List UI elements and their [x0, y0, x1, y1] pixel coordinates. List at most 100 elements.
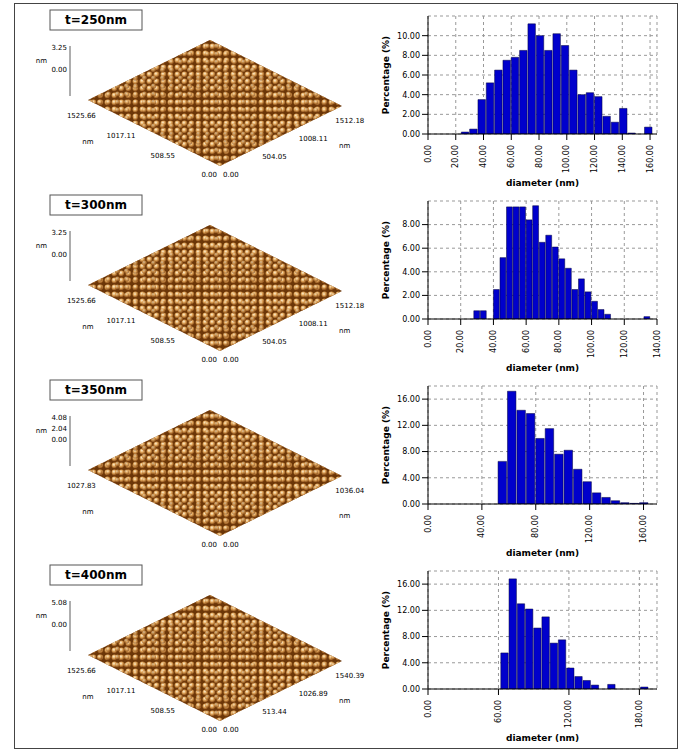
svg-text:0.00: 0.00 — [201, 356, 217, 364]
svg-text:0.00: 0.00 — [223, 726, 239, 734]
svg-text:0.00: 0.00 — [424, 700, 433, 718]
svg-text:nm: nm — [82, 508, 93, 516]
svg-text:1026.89: 1026.89 — [299, 690, 328, 698]
svg-text:120.00: 120.00 — [564, 700, 573, 728]
svg-text:513.44: 513.44 — [262, 708, 287, 716]
svg-text:40.00: 40.00 — [479, 145, 488, 168]
svg-text:t=250nm: t=250nm — [65, 13, 127, 27]
svg-text:4.00: 4.00 — [402, 474, 420, 483]
svg-text:160.00: 160.00 — [639, 515, 648, 543]
svg-text:80.00: 80.00 — [554, 330, 563, 353]
svg-text:2.00: 2.00 — [402, 110, 420, 119]
svg-text:nm: nm — [339, 327, 350, 335]
svg-text:nm: nm — [36, 427, 47, 435]
svg-text:4.00: 4.00 — [402, 268, 420, 277]
svg-text:0.00: 0.00 — [424, 145, 433, 163]
svg-text:1027.83: 1027.83 — [67, 482, 96, 490]
svg-text:16.00: 16.00 — [397, 580, 420, 589]
svg-text:nm: nm — [339, 697, 350, 705]
svg-text:12.00: 12.00 — [397, 421, 420, 430]
svg-text:504.05: 504.05 — [262, 153, 287, 161]
svg-text:1017.11: 1017.11 — [106, 687, 135, 695]
svg-text:diameter (nm): diameter (nm) — [506, 548, 579, 558]
svg-text:8.00: 8.00 — [402, 447, 420, 456]
svg-text:120.00: 120.00 — [585, 515, 594, 543]
svg-text:Percentage (%): Percentage (%) — [381, 591, 391, 669]
svg-text:t=300nm: t=300nm — [65, 198, 127, 212]
svg-text:504.05: 504.05 — [262, 338, 287, 346]
svg-text:0.00: 0.00 — [223, 171, 239, 179]
svg-text:nm: nm — [82, 138, 93, 146]
svg-text:4.00: 4.00 — [402, 659, 420, 668]
svg-text:2.04: 2.04 — [51, 425, 67, 433]
svg-text:1540.39: 1540.39 — [335, 672, 364, 680]
svg-text:5.08: 5.08 — [51, 599, 67, 607]
svg-text:0.00: 0.00 — [223, 541, 239, 549]
svg-text:1525.66: 1525.66 — [67, 297, 96, 305]
svg-text:0.00: 0.00 — [51, 621, 67, 629]
svg-text:1017.11: 1017.11 — [106, 317, 135, 325]
svg-text:Percentage (%): Percentage (%) — [381, 221, 391, 299]
svg-text:0.00: 0.00 — [402, 130, 420, 139]
svg-text:0.00: 0.00 — [201, 541, 217, 549]
svg-text:1008.11: 1008.11 — [299, 320, 328, 328]
svg-text:t=350nm: t=350nm — [65, 383, 127, 397]
svg-text:60.00: 60.00 — [494, 700, 503, 723]
svg-text:20.00: 20.00 — [451, 145, 460, 168]
svg-text:0.00: 0.00 — [424, 330, 433, 348]
svg-text:0.00: 0.00 — [51, 66, 67, 74]
svg-text:3.25: 3.25 — [51, 229, 67, 237]
svg-text:2.00: 2.00 — [402, 291, 420, 300]
svg-text:0.00: 0.00 — [51, 436, 67, 444]
svg-text:diameter (nm): diameter (nm) — [506, 178, 579, 188]
svg-text:nm: nm — [36, 57, 47, 65]
svg-text:8.00: 8.00 — [402, 51, 420, 60]
svg-text:0.00: 0.00 — [201, 726, 217, 734]
svg-text:3.25: 3.25 — [51, 44, 67, 52]
svg-text:1008.11: 1008.11 — [299, 135, 328, 143]
svg-text:180.00: 180.00 — [635, 700, 644, 728]
svg-text:nm: nm — [82, 323, 93, 331]
svg-text:140.00: 140.00 — [618, 145, 627, 173]
svg-text:100.00: 100.00 — [587, 330, 596, 358]
svg-text:12.00: 12.00 — [397, 606, 420, 615]
svg-text:nm: nm — [82, 693, 93, 701]
svg-text:4.00: 4.00 — [402, 91, 420, 100]
svg-text:80.00: 80.00 — [535, 145, 544, 168]
svg-text:16.00: 16.00 — [397, 395, 420, 404]
svg-text:1512.18: 1512.18 — [335, 117, 364, 125]
svg-text:140.00: 140.00 — [653, 330, 662, 358]
svg-text:0.00: 0.00 — [402, 500, 420, 509]
svg-text:60.00: 60.00 — [507, 145, 516, 168]
svg-text:20.00: 20.00 — [456, 330, 465, 353]
svg-text:8.00: 8.00 — [402, 632, 420, 641]
svg-text:8.00: 8.00 — [402, 220, 420, 229]
svg-text:nm: nm — [339, 512, 350, 520]
svg-text:100.00: 100.00 — [562, 145, 571, 173]
svg-text:diameter (nm): diameter (nm) — [506, 363, 579, 373]
svg-text:80.00: 80.00 — [531, 515, 540, 538]
svg-text:508.55: 508.55 — [151, 152, 176, 160]
svg-text:0.00: 0.00 — [402, 685, 420, 694]
svg-text:160.00: 160.00 — [646, 145, 655, 173]
svg-text:40.00: 40.00 — [477, 515, 486, 538]
svg-text:nm: nm — [339, 142, 350, 150]
svg-text:508.55: 508.55 — [151, 707, 176, 715]
svg-text:0.00: 0.00 — [402, 315, 420, 324]
svg-text:Percentage (%): Percentage (%) — [381, 406, 391, 484]
svg-text:0.00: 0.00 — [51, 251, 67, 259]
svg-text:60.00: 60.00 — [522, 330, 531, 353]
svg-text:1512.18: 1512.18 — [335, 302, 364, 310]
svg-text:120.00: 120.00 — [620, 330, 629, 358]
svg-text:120.00: 120.00 — [590, 145, 599, 173]
svg-text:nm: nm — [36, 612, 47, 620]
svg-text:4.08: 4.08 — [51, 414, 67, 422]
svg-text:508.55: 508.55 — [151, 337, 176, 345]
svg-text:Percentage (%): Percentage (%) — [381, 36, 391, 114]
svg-text:1017.11: 1017.11 — [106, 132, 135, 140]
svg-text:1525.66: 1525.66 — [67, 112, 96, 120]
svg-text:10.00: 10.00 — [397, 32, 420, 41]
svg-text:diameter (nm): diameter (nm) — [506, 733, 579, 743]
svg-text:0.00: 0.00 — [424, 515, 433, 533]
svg-text:nm: nm — [36, 242, 47, 250]
